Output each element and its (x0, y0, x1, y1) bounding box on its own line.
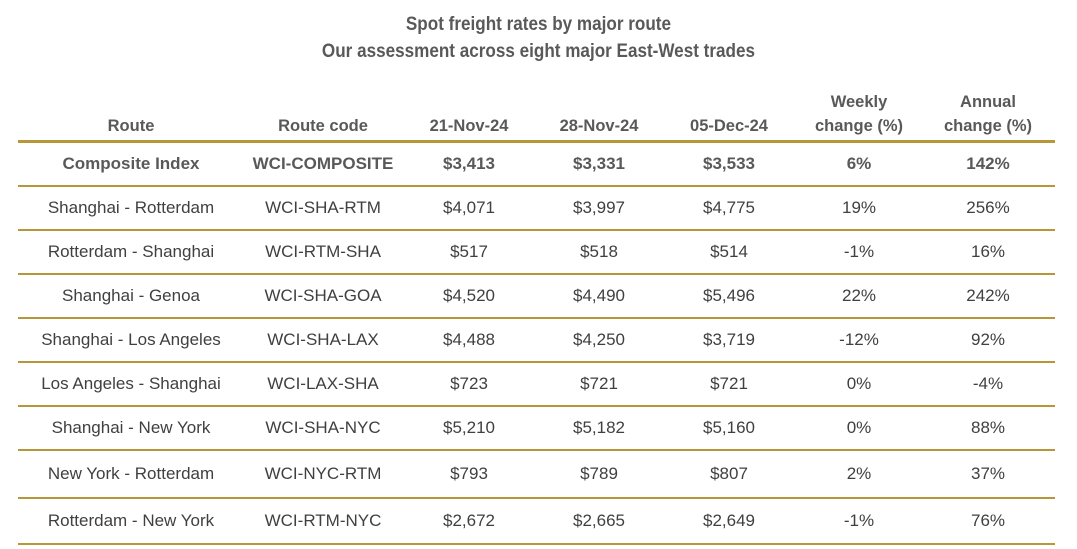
cell-rate-05-dec: $4,775 (703, 198, 755, 217)
cell-weekly-change: 0% (846, 374, 872, 393)
cell-route-code: WCI-SHA-GOA (264, 286, 382, 305)
cell-weekly-change: 6% (846, 154, 872, 173)
cell-annual-change: 92% (970, 330, 1006, 349)
column-header-weekly-change: Weekly change (%) (814, 93, 903, 135)
cell-rate-21-nov: $793 (450, 464, 488, 483)
cell-rate-21-nov: $5,210 (443, 418, 495, 437)
cell-rate-05-dec: $2,649 (703, 511, 755, 530)
cell-weekly-change: 0% (846, 418, 872, 437)
header-row: Route Route code 21-Nov-24 28-Nov-24 05-Dec-… (18, 90, 1055, 140)
cell-rate-28-nov: $5,182 (573, 418, 625, 437)
cell-annual-change: 37% (970, 464, 1006, 483)
column-header-route-code: Route code (278, 117, 368, 135)
column-header-annual-change: Annual change (%) (943, 93, 1032, 135)
cell-rate-28-nov: $2,665 (573, 511, 625, 530)
cell-annual-change: 88% (970, 418, 1006, 437)
cell-rate-21-nov: $2,672 (443, 511, 495, 530)
cell-rate-28-nov: $721 (580, 374, 618, 393)
cell-route: Shanghai - Rotterdam (47, 198, 215, 217)
column-header-rate-28-nov: 28-Nov-24 (559, 117, 639, 135)
cell-route-code: WCI-RTM-NYC (264, 511, 382, 530)
cell-route-code: WCI-NYC-RTM (264, 464, 382, 483)
cell-route: Rotterdam - New York (47, 511, 215, 530)
cell-rate-05-dec: $721 (710, 374, 748, 393)
cell-rate-21-nov: $3,413 (443, 154, 495, 173)
cell-rate-28-nov: $4,250 (573, 330, 625, 349)
table-row: Shanghai - Los Angeles WCI-SHA-LAX $4,488 $… (18, 319, 1055, 363)
cell-rate-05-dec: $514 (710, 242, 748, 261)
chart-subtitle: Our assessment across eight major East-W… (321, 41, 755, 62)
cell-rate-21-nov: $723 (450, 374, 488, 393)
cell-rate-05-dec: $3,533 (703, 154, 755, 173)
table-row: Composite Index WCI-COMPOSITE $3,413 $3,331… (18, 143, 1055, 187)
cell-route-code: WCI-SHA-LAX (267, 330, 379, 349)
cell-rate-28-nov: $3,331 (573, 154, 625, 173)
cell-rate-05-dec: $5,496 (703, 286, 755, 305)
cell-route: Los Angeles - Shanghai (41, 374, 221, 393)
cell-rate-21-nov: $517 (450, 242, 488, 261)
cell-rate-28-nov: $4,490 (573, 286, 625, 305)
chart-title: Spot freight rates by major route (405, 14, 671, 35)
table-row: Shanghai - Rotterdam WCI-SHA-RTM $4,071 $3,… (18, 187, 1055, 231)
cell-route-code: WCI-SHA-NYC (265, 418, 381, 437)
cell-annual-change: 76% (970, 511, 1006, 530)
cell-rate-28-nov: $3,997 (573, 198, 625, 217)
cell-rate-21-nov: $4,071 (443, 198, 495, 217)
freight-rates-table: Route Route code 21-Nov-24 28-Nov-24 05-Dec-… (18, 90, 1055, 545)
cell-annual-change: 142% (966, 154, 1010, 173)
table-row: Rotterdam - New York WCI-RTM-NYC $2,672 $2,… (18, 499, 1055, 545)
cell-annual-change: 16% (970, 242, 1006, 261)
cell-rate-21-nov: $4,488 (443, 330, 495, 349)
column-header-rate-21-nov: 21-Nov-24 (429, 117, 509, 135)
cell-route: New York - Rotterdam (47, 464, 215, 483)
cell-annual-change: 242% (966, 286, 1010, 305)
cell-weekly-change: -1% (843, 511, 875, 530)
table-row: Shanghai - New York WCI-SHA-NYC $5,210 $5,1… (18, 407, 1055, 451)
cell-weekly-change: 22% (841, 286, 877, 305)
cell-rate-28-nov: $518 (580, 242, 618, 261)
table-row: Shanghai - Genoa WCI-SHA-GOA $4,520 $4,490 $… (18, 275, 1055, 319)
cell-route-code: WCI-RTM-SHA (265, 242, 381, 261)
header-rule (18, 140, 1055, 143)
cell-rate-05-dec: $5,160 (703, 418, 755, 437)
cell-route: Composite Index (62, 154, 200, 173)
cell-weekly-change: -12% (839, 330, 879, 349)
cell-route: Shanghai - Genoa (62, 286, 200, 305)
column-header-rate-05-dec: 05-Dec-24 (690, 117, 768, 135)
table-row: Rotterdam - Shanghai WCI-RTM-SHA $517 $518 $… (18, 231, 1055, 275)
cell-route-code: WCI-LAX-SHA (267, 374, 379, 393)
table-body: Composite Index WCI-COMPOSITE $3,413 $3,331… (18, 143, 1055, 545)
cell-route-code: WCI-SHA-RTM (265, 198, 381, 217)
cell-route: Shanghai - New York (51, 418, 211, 437)
cell-weekly-change: -1% (843, 242, 875, 261)
cell-rate-05-dec: $3,719 (703, 330, 755, 349)
cell-annual-change: -4% (972, 374, 1004, 393)
table-row: Los Angeles - Shanghai WCI-LAX-SHA $723 $72… (18, 363, 1055, 407)
cell-route: Rotterdam - Shanghai (47, 242, 215, 261)
cell-weekly-change: 2% (846, 464, 872, 483)
cell-weekly-change: 19% (841, 198, 877, 217)
cell-annual-change: 256% (966, 198, 1010, 217)
cell-route-code: WCI-COMPOSITE (252, 154, 394, 173)
column-header-route: Route (107, 117, 155, 135)
cell-rate-28-nov: $789 (580, 464, 618, 483)
cell-rate-05-dec: $807 (710, 464, 748, 483)
cell-rate-21-nov: $4,520 (443, 286, 495, 305)
cell-route: Shanghai - Los Angeles (41, 330, 221, 349)
table-row: New York - Rotterdam WCI-NYC-RTM $793 $789 $… (18, 451, 1055, 499)
